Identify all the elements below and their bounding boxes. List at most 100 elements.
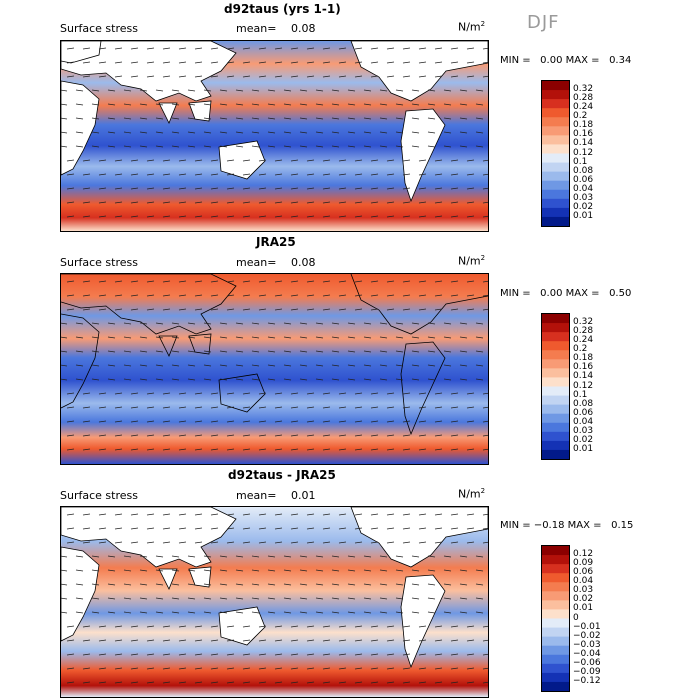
panel-1-wind-arrow xyxy=(354,61,363,64)
panel-2-wind-arrow xyxy=(354,392,363,395)
panel-1-colorbar-swatch xyxy=(542,180,569,191)
panel-3-wind-arrow xyxy=(306,653,315,656)
panel-1-wind-arrow xyxy=(370,173,379,176)
panel-2-wind-arrow xyxy=(82,280,91,283)
panel-3-wind-arrow xyxy=(242,541,251,544)
panel-2-min-label: MIN = xyxy=(500,288,531,299)
panel-1-wind-arrow xyxy=(418,201,427,204)
panel-2-wind-arrow xyxy=(370,420,379,423)
panel-1-wind-arrow xyxy=(299,103,308,106)
panel-3-wind-arrow xyxy=(370,653,379,656)
panel-3-wind-arrow xyxy=(274,667,283,670)
panel-1-wind-arrow xyxy=(338,173,347,176)
panel-2-wind-arrow xyxy=(395,350,404,353)
panel-1-colorbar-swatch xyxy=(542,81,569,91)
panel-2-wind-arrow xyxy=(386,392,395,395)
panel-3-wind-arrow xyxy=(210,513,219,516)
panel-1-wind-arrow xyxy=(178,75,187,78)
panel-3-colorbar-swatch xyxy=(542,663,569,674)
panel-2-wind-arrow xyxy=(306,308,315,311)
panel-1-wind-arrow xyxy=(146,159,155,162)
panel-3-wind-arrow xyxy=(75,569,84,572)
panel-2-wind-arrow xyxy=(347,336,356,339)
panel-2-wind-arrow xyxy=(139,336,148,339)
panel-1-eurasia xyxy=(61,41,237,102)
panel-1-wind-arrow xyxy=(226,75,235,78)
panel-3-wind-arrow xyxy=(459,569,468,572)
panel-1-wind-arrow xyxy=(210,61,219,64)
panel-2-wind-arrow xyxy=(379,336,388,339)
panel-2-wind-arrow xyxy=(258,308,267,311)
panel-1-wind-arrow xyxy=(402,173,411,176)
panel-3-wind-arrow xyxy=(354,681,363,684)
panel-3-wind-arrow xyxy=(283,555,292,558)
panel-2-wind-arrow xyxy=(162,308,171,311)
panel-3-wind-arrow xyxy=(370,541,379,544)
panel-3-wind-arrow xyxy=(331,583,340,586)
panel-3-wind-arrow xyxy=(61,611,68,614)
panel-2-wind-arrow xyxy=(306,448,315,451)
panel-2-wind-arrow xyxy=(315,378,324,381)
panel-2-wind-arrow xyxy=(210,434,219,437)
panel-3-wind-arrow xyxy=(459,597,468,600)
panel-3-wind-arrow xyxy=(226,653,235,656)
panel-3-wind-arrow xyxy=(123,611,132,614)
panel-3-wind-arrow xyxy=(386,639,395,642)
panel-1-wind-arrow xyxy=(466,187,475,190)
panel-3-colorbar-swatch xyxy=(542,681,569,692)
panel-2-continent-outlines xyxy=(61,274,488,436)
panel-1-wind-arrow xyxy=(61,145,68,148)
panel-1-wind-arrow xyxy=(322,215,331,218)
panel-2-wind-arrow xyxy=(219,336,228,339)
panel-1-wind-arrow xyxy=(123,89,132,92)
panel-1-wind-arrow xyxy=(434,187,443,190)
panel-3-colorbar-swatch xyxy=(542,627,569,638)
panel-1-colorbar-swatch xyxy=(542,198,569,209)
panel-1-wind-arrow xyxy=(66,61,75,64)
panel-2-colorbar-swatch xyxy=(542,449,569,460)
panel-2-wind-arrow xyxy=(130,448,139,451)
panel-2-wind-arrow xyxy=(338,434,347,437)
panel-1-wind-arrow xyxy=(274,61,283,64)
panel-2-wind-arrow xyxy=(98,406,107,409)
panel-3-wind-arrow xyxy=(123,597,132,600)
panel-3-wind-arrow xyxy=(290,667,299,670)
panel-2-colorbar-tick-label: 0.2 xyxy=(573,344,588,355)
panel-2-wind-arrow xyxy=(347,378,356,381)
panel-1-wind-arrow xyxy=(386,47,395,50)
panel-3-eurasia xyxy=(61,507,237,568)
panel-2-wind-arrow xyxy=(402,448,411,451)
panel-3-wind-arrow xyxy=(162,625,171,628)
panel-3-wind-arrow xyxy=(411,583,420,586)
panel-3-wind-arrow xyxy=(338,667,347,670)
panel-3-wind-arrow xyxy=(251,555,260,558)
panel-3-wind-arrow xyxy=(187,611,196,614)
panel-3-wind-arrow xyxy=(194,667,203,670)
panel-1-wind-arrow xyxy=(114,47,123,50)
panel-3-wind-arrow xyxy=(219,611,228,614)
panel-1-wind-arrow xyxy=(370,75,379,78)
panel-3-wind-arrow xyxy=(114,639,123,642)
panel-2-wind-arrow xyxy=(450,420,459,423)
panel-2-wind-arrow xyxy=(418,392,427,395)
panel-1-wind-arrow xyxy=(162,61,171,64)
panel-3-wind-arrow xyxy=(466,667,475,670)
panel-2-wind-arrow xyxy=(443,364,452,367)
panel-3-wind-arrow xyxy=(226,681,235,684)
panel-2-wind-arrow xyxy=(283,378,292,381)
panel-1-colorbar-swatch xyxy=(542,144,569,154)
panel-3-colorbar-tick-label: −0.06 xyxy=(573,657,601,668)
panel-1-wind-arrow xyxy=(107,89,116,92)
panel-1-wind-arrow xyxy=(347,103,356,106)
panel-1-units-text: N/m xyxy=(458,20,481,34)
panel-3-wind-arrow xyxy=(475,611,484,614)
panel-2-wind-arrow xyxy=(226,294,235,297)
panel-1-wind-arrow xyxy=(258,173,267,176)
panel-3-wind-arrow xyxy=(290,625,299,628)
panel-2-wind-arrow xyxy=(146,392,155,395)
panel-1-wind-arrow xyxy=(322,61,331,64)
panel-1-wind-arrow xyxy=(242,47,251,50)
panel-1-wind-arrow xyxy=(322,187,331,190)
panel-1-wind-arrow xyxy=(475,103,484,106)
panel-1-wind-arrow xyxy=(274,187,283,190)
